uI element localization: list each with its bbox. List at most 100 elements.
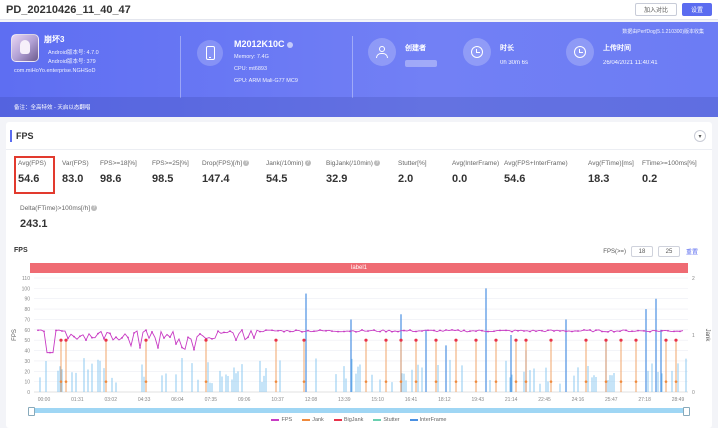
metric-avg-interframe: Avg(InterFrame) 0.0 <box>452 160 499 185</box>
fps-point <box>613 330 615 333</box>
x-tick-label: 07:35 <box>205 397 218 403</box>
legend-swatch <box>302 419 311 421</box>
jank-dot <box>274 380 278 383</box>
bigjank-dot <box>549 338 553 342</box>
fps-point <box>535 330 537 333</box>
fps-point <box>211 337 213 340</box>
legend-item[interactable]: BigJank <box>333 417 363 423</box>
bigjank-dot <box>584 338 588 342</box>
fps-point <box>505 329 507 332</box>
fps-point <box>451 328 453 331</box>
fps-chart[interactable]: 0 10 20 30 40 50 60 70 80 90 100 110 FPS 0 1 2 Jank 00:00… <box>6 274 712 406</box>
fps-point <box>289 330 291 333</box>
fps-point <box>349 330 351 333</box>
fps-point <box>463 329 465 332</box>
jank-dot <box>604 380 608 383</box>
fps-point <box>673 330 675 333</box>
help-icon[interactable]: ? <box>373 160 380 167</box>
time-range-slider[interactable] <box>28 407 690 416</box>
fps-threshold-input-b[interactable]: 25 <box>657 246 680 257</box>
fps-point <box>403 329 405 332</box>
legend-item[interactable]: InterFrame <box>409 417 447 423</box>
y-tick-label: 110 <box>22 276 30 282</box>
fps-point <box>517 329 519 332</box>
metric-label: Drop(FPS)[/h]? <box>202 160 250 167</box>
metric-bigjank: BigJank(/10min)? 32.9 <box>326 160 380 185</box>
jank-dot <box>634 380 638 383</box>
x-tick-label: 21:14 <box>505 397 518 403</box>
fps-point <box>43 330 45 333</box>
add-compare-button[interactable]: 加入对比 <box>634 3 677 16</box>
fps-threshold-input-a[interactable]: 18 <box>630 246 653 257</box>
bigjank-dot <box>634 338 638 342</box>
metric-delta-ftime: Delta(FTime)>100ms[/h]? 243.1 <box>20 205 98 230</box>
fps-point <box>409 329 411 331</box>
metric-value: 54.5 <box>266 173 288 185</box>
jank-dot <box>104 380 108 383</box>
bigjank-dot <box>59 338 63 342</box>
fps-point <box>547 329 549 332</box>
x-tick-label: 27:18 <box>638 397 651 403</box>
app-package: com.miHoYo.enterprise.NGHSoD <box>14 68 96 74</box>
legend-item[interactable]: FPS <box>271 417 292 423</box>
y-tick-label: 20 <box>24 369 30 375</box>
fps-point <box>151 331 153 333</box>
x-tick-label: 18:12 <box>438 397 451 403</box>
fps-point <box>391 330 393 333</box>
upload-value: 26/04/2021 11:40:41 <box>603 60 658 66</box>
fps-point <box>643 329 645 332</box>
y2-tick-label: 1 <box>692 333 695 339</box>
fps-point <box>55 329 57 332</box>
device-gpu: GPU: ARM Mali-G77 MC9 <box>234 78 298 84</box>
x-tick-label: 00:00 <box>38 397 51 403</box>
fps-point <box>577 330 579 332</box>
legend-swatch <box>409 419 418 421</box>
settings-button[interactable]: 设置 <box>681 3 712 16</box>
help-icon[interactable]: ? <box>243 160 250 167</box>
fps-point <box>109 332 111 335</box>
legend-item[interactable]: Stutter <box>373 417 400 423</box>
y-tick-label: 90 <box>24 297 30 303</box>
bigjank-dot <box>274 338 278 342</box>
info-icon[interactable] <box>286 41 293 48</box>
fps-point <box>379 330 381 333</box>
legend-label: FPS <box>281 417 293 423</box>
divider <box>352 36 353 98</box>
jank-dot <box>204 380 208 383</box>
fps-point <box>277 329 279 332</box>
duration-label: 时长 <box>500 45 514 52</box>
bigjank-dot <box>619 338 623 342</box>
collapse-icon[interactable]: ▾ <box>694 130 706 142</box>
upload-label: 上传时间 <box>603 45 631 52</box>
fps-point <box>361 329 363 331</box>
remark-bar: 备注：全高特效 - 天启以态翻唱 <box>0 97 718 117</box>
metric-avg-fps: Avg(FPS) 54.6 <box>18 160 46 185</box>
report-title: PD_20210426_11_40_47 <box>6 3 131 16</box>
creator-value <box>405 60 437 69</box>
clock-icon <box>471 46 483 58</box>
label-bar[interactable]: label1 <box>30 263 688 273</box>
user-icon <box>376 46 388 58</box>
jank-dot <box>514 380 518 383</box>
bigjank-dot <box>664 338 668 342</box>
help-icon[interactable]: ? <box>304 160 311 167</box>
legend-swatch <box>373 419 382 421</box>
fps-point <box>583 329 585 331</box>
fps-point <box>73 335 75 338</box>
y-tick-label: 80 <box>24 307 30 313</box>
legend-item[interactable]: Jank <box>302 417 324 423</box>
fps-point <box>253 337 255 339</box>
metric-label: FPS>=25[%] <box>152 160 189 167</box>
help-icon[interactable]: ? <box>91 205 98 212</box>
metric-jank: Jank(/10min)? 54.5 <box>266 160 311 185</box>
fps-point <box>121 336 123 339</box>
bigjank-dot <box>64 338 68 342</box>
jank-dot <box>64 380 68 383</box>
app-version: Android版本号: 4.7.0 <box>48 50 99 56</box>
fps-point <box>85 339 87 342</box>
fps-point <box>571 330 573 333</box>
x-tick-label: 25:47 <box>605 397 618 403</box>
x-tick-label: 22:45 <box>538 397 551 403</box>
x-tick-label: 04:33 <box>138 397 151 403</box>
reset-link[interactable]: 重置 <box>685 250 698 256</box>
